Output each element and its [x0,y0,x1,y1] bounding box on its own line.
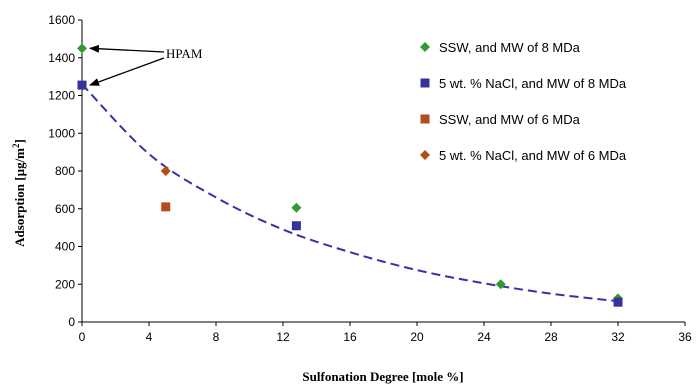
y-tick-label: 1400 [48,51,75,65]
x-tick-label: 36 [678,330,692,344]
x-tick-label: 0 [79,330,86,344]
legend-label-4: 5 wt. % NaCl, and MW of 6 MDa [439,148,627,163]
x-tick-label: 12 [276,330,290,344]
y-axis: 0 200 400 600 800 1000 1200 1400 1600 [48,13,83,329]
data-point-series-2 [291,221,301,231]
legend-marker-4 [420,150,430,160]
data-point-series-1 [291,202,302,213]
x-axis: 0 4 8 12 16 20 24 28 32 36 [79,321,692,344]
data-point-series-2 [77,80,87,90]
data-point-series-2 [613,297,623,307]
y-axis-title: Adsorption [µg/m2] [11,139,27,247]
data-point-series-3 [161,202,171,212]
y-tick-label: 800 [55,164,75,178]
data-point-series-1 [495,279,506,290]
data-point-series-4 [160,166,171,176]
x-tick-label: 24 [477,330,491,344]
legend-marker-3 [420,114,430,124]
legend-label-3: SSW, and MW of 6 MDa [439,112,581,127]
x-tick-label: 20 [410,330,424,344]
data-points [77,43,623,307]
x-tick-label: 28 [544,330,558,344]
annotation-arrow-2 [89,57,165,86]
y-tick-label: 1200 [48,89,75,103]
legend-marker-2 [420,78,430,88]
data-point-series-1 [77,43,87,54]
y-tick-label: 1000 [48,126,75,140]
y-tick-label: 0 [68,315,75,329]
hpam-annotation: HPAM [89,44,203,86]
trendline [81,83,619,303]
x-tick-label: 32 [611,330,625,344]
annotation-label: HPAM [166,46,203,61]
legend: SSW, and MW of 8 MDa 5 wt. % NaCl, and MW… [420,40,627,163]
x-tick-label: 16 [343,330,357,344]
y-tick-label: 600 [55,202,75,216]
annotation-arrow-1 [89,44,165,53]
legend-label-1: SSW, and MW of 8 MDa [439,40,581,55]
y-tick-label: 1600 [48,13,75,27]
x-tick-label: 4 [146,330,153,344]
x-axis-title: Sulfonation Degree [mole %] [302,369,463,384]
trendline-path [81,83,619,303]
y-tick-label: 200 [55,277,75,291]
y-tick-label: 400 [55,240,75,254]
x-tick-label: 8 [213,330,220,344]
legend-label-2: 5 wt. % NaCl, and MW of 8 MDa [439,76,627,91]
legend-marker-1 [420,42,430,52]
